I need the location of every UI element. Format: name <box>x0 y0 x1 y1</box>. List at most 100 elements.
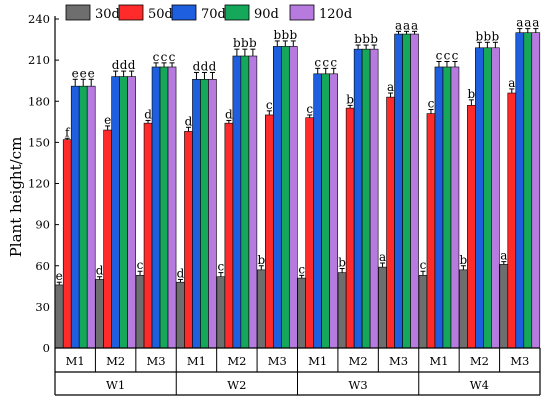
legend-swatch-50d <box>118 4 144 21</box>
legend-swatch-90d <box>224 4 250 21</box>
bar-30d-3 <box>176 281 185 349</box>
bar-90d-0 <box>78 85 88 349</box>
bar-70d-0 <box>70 85 80 349</box>
bar-50d-7 <box>345 107 355 349</box>
significance-label: c <box>436 48 443 62</box>
significance-label: c <box>153 50 160 64</box>
y-tick-label: 30 <box>35 300 50 314</box>
bar-30d-4 <box>216 276 226 349</box>
bar-30d-5 <box>256 269 266 349</box>
bar-70d-5 <box>272 46 282 349</box>
significance-label: d <box>144 107 152 121</box>
legend: 30d 50d 70d 90d 120d <box>65 4 352 22</box>
x-category-label: M2 <box>106 354 125 368</box>
bar-30d-6 <box>297 277 307 349</box>
bar-120d-5 <box>288 46 298 349</box>
bar-120d-10 <box>491 47 500 349</box>
significance-label: c <box>137 258 144 272</box>
bar-70d-10 <box>475 47 484 349</box>
bar-50d-0 <box>62 139 72 349</box>
legend-label-30d: 30d <box>95 7 120 22</box>
significance-label: e <box>88 66 95 80</box>
legend-swatch-120d <box>289 4 315 21</box>
significance-label: d <box>112 58 120 72</box>
bar-70d-3 <box>192 79 201 349</box>
bar-30d-2 <box>135 275 145 349</box>
x-category-label: M3 <box>510 354 529 368</box>
bar-70d-4 <box>232 55 242 349</box>
bar-70d-1 <box>111 76 120 349</box>
significance-label: b <box>281 28 289 42</box>
significance-label: b <box>257 253 265 267</box>
y-axis: 0 30 60 90 120 150 180 210 240 <box>28 12 59 355</box>
x-axis: M1 M2 M3 M1 M2 M3 M1 M2 M3 M1 M2 M3 W1 W2 W3 W4 <box>54 347 541 396</box>
x-category-label: M3 <box>268 354 287 368</box>
significance-label: c <box>266 98 273 112</box>
x-group-label: W3 <box>349 378 368 392</box>
bar-90d-5 <box>280 46 290 349</box>
y-tick-label: 90 <box>35 218 50 232</box>
significance-label: e <box>56 269 63 283</box>
significance-label: a <box>379 250 386 264</box>
x-category-label: M1 <box>308 354 327 368</box>
significance-label: c <box>218 260 225 274</box>
significance-label: b <box>273 28 281 42</box>
bar-90d-10 <box>483 47 492 349</box>
y-tick-label: 120 <box>28 177 50 191</box>
bar-50d-10 <box>467 105 476 349</box>
significance-label: a <box>411 18 418 32</box>
bar-90d-1 <box>119 76 128 349</box>
significance-label: e <box>72 66 79 80</box>
x-category-label: M2 <box>349 354 368 368</box>
significance-label: f <box>65 125 71 139</box>
bar-70d-7 <box>353 48 363 349</box>
bar-120d-9 <box>450 66 460 349</box>
bar-30d-10 <box>459 269 468 349</box>
bar-90d-6 <box>321 73 331 349</box>
significance-label: b <box>241 36 249 50</box>
bar-30d-8 <box>378 266 387 349</box>
bar-120d-1 <box>127 76 136 349</box>
legend-swatch-70d <box>171 4 197 21</box>
bar-120d-3 <box>208 79 217 349</box>
bar-90d-9 <box>442 66 452 349</box>
significance-label: a <box>395 18 402 32</box>
significance-label: a <box>524 16 531 30</box>
significance-label: d <box>177 266 185 280</box>
significance-label: c <box>161 50 168 64</box>
bar-120d-11 <box>531 32 541 349</box>
bar-70d-11 <box>515 32 525 349</box>
bar-70d-9 <box>434 66 444 349</box>
y-tick-label: 180 <box>28 94 50 108</box>
significance-label: a <box>532 16 539 30</box>
x-category-label: M3 <box>146 354 165 368</box>
x-category-label: M2 <box>470 354 489 368</box>
significance-label: c <box>322 55 329 69</box>
bar-120d-6 <box>329 73 339 349</box>
significance-label: b <box>289 28 297 42</box>
x-category-label: M3 <box>389 354 408 368</box>
significance-label: b <box>233 36 241 50</box>
bar-90d-3 <box>200 79 209 349</box>
significance-label: d <box>120 58 128 72</box>
x-group-label: W1 <box>106 378 125 392</box>
y-axis-label: Plant height/cm <box>7 137 25 258</box>
bar-50d-5 <box>264 114 274 349</box>
bar-30d-1 <box>95 279 104 349</box>
y-tick-label: 210 <box>28 53 50 67</box>
significance-label: d <box>201 59 209 73</box>
x-group-label: W2 <box>227 378 246 392</box>
bar-50d-1 <box>103 129 112 349</box>
bar-90d-4 <box>240 55 250 349</box>
bar-120d-0 <box>86 85 96 349</box>
bar-50d-2 <box>143 122 153 349</box>
legend-label-50d: 50d <box>148 7 173 22</box>
bar-120d-7 <box>369 48 379 349</box>
y-tick-label: 0 <box>43 341 50 355</box>
bar-120d-8 <box>410 33 419 349</box>
bar-70d-8 <box>394 33 403 349</box>
significance-label: a <box>403 18 410 32</box>
significance-label: b <box>476 29 484 43</box>
significance-label: a <box>387 80 394 94</box>
